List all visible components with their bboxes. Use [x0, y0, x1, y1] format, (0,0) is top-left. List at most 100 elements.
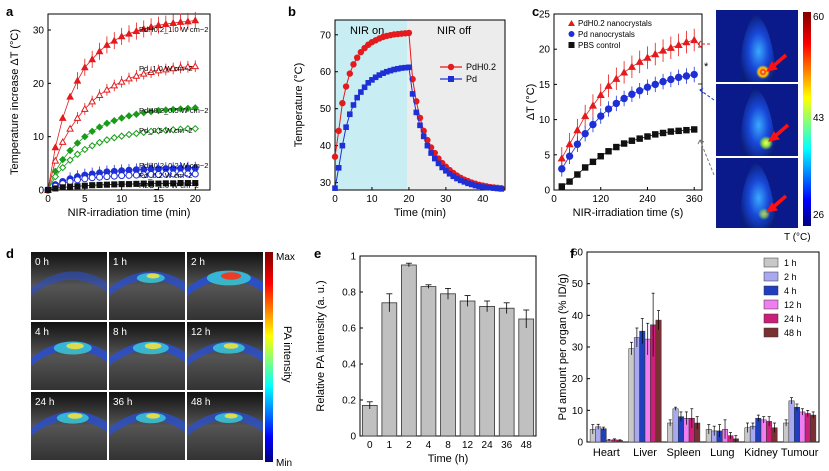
data-point-triangle [147, 68, 155, 76]
data-point-triangle [184, 17, 192, 25]
x-tick-label: 0 [367, 440, 373, 451]
data-point-square [155, 180, 162, 187]
x-tick-label: 360 [686, 194, 703, 205]
bar [639, 330, 646, 443]
data-point-diamond [169, 126, 177, 134]
data-point-triangle [95, 91, 104, 98]
pa-signal-hot [220, 272, 242, 280]
data-point-square [103, 181, 110, 188]
panel-f-chart: 0 10 20 30 40 50 60 Pd amount per organ (% ID/g… [557, 248, 820, 459]
data-point-square [350, 102, 357, 108]
data-point-square [343, 124, 349, 130]
data-point-triangle [88, 97, 97, 105]
data-point-square [380, 70, 386, 77]
data-point-triangle [88, 55, 97, 63]
x-axis-title: Time (min) [394, 207, 446, 219]
bar [760, 419, 767, 443]
c-significance-mark: * [704, 61, 709, 73]
a-label-pd-02: Pd_0.2 W cm−2 [139, 171, 193, 180]
x-tick-label: 8 [445, 440, 451, 451]
pa-signal-hot [67, 413, 83, 419]
data-point-circle [140, 171, 148, 179]
data-point-circle [604, 105, 613, 113]
data-point-square [125, 181, 133, 188]
data-point-square [192, 180, 199, 187]
bar [799, 411, 806, 443]
data-point-triangle [184, 62, 192, 70]
c-legend-pbs: PBS control [578, 41, 620, 50]
x-tick-label: 24 [482, 440, 494, 451]
data-point-square [406, 64, 412, 71]
legend-label: 4 h [784, 286, 797, 296]
x-category-label: Heart [593, 447, 620, 459]
c-legend-triangle-icon [568, 20, 575, 26]
data-point-triangle [66, 124, 74, 132]
data-point-triangle [51, 143, 60, 151]
data-point-circle [73, 176, 81, 184]
y-tick-label: 10 [33, 132, 45, 143]
data-point-square [96, 181, 103, 188]
data-point-triangle [66, 92, 74, 100]
data-point-circle [66, 177, 74, 185]
data-point-square [498, 186, 505, 192]
y-tick-label: 10 [539, 115, 551, 126]
data-point-triangle [191, 62, 200, 70]
data-point-triangle [58, 137, 67, 145]
data-point-square [118, 181, 125, 188]
data-point-diamond [140, 128, 148, 137]
data-point-circle [635, 87, 644, 95]
x-axis-title: NIR-irradiation time (min) [68, 207, 191, 219]
b-legend: PdH0.2 Pd [440, 62, 496, 84]
c-legend-square-icon [568, 42, 575, 48]
y-tick-label: 30 [572, 343, 584, 354]
data-point-circle [339, 99, 346, 107]
data-point-diamond [73, 150, 82, 158]
bar [672, 408, 679, 443]
data-point-circle [558, 165, 566, 173]
pa-timepoint-label: 12 h [191, 327, 210, 338]
data-point-circle [565, 152, 574, 160]
c-dashed-arrows [697, 40, 715, 176]
data-point-diamond [95, 138, 104, 147]
bar [381, 302, 398, 437]
legend-label: 48 h [784, 328, 802, 338]
plot-frame [47, 13, 211, 191]
y-tick-label: 0.8 [342, 288, 356, 299]
data-point-square [487, 184, 494, 191]
data-point-diamond [125, 130, 133, 139]
data-point-diamond [184, 104, 192, 113]
data-point-square [605, 148, 612, 155]
data-point-square [659, 129, 667, 137]
data-point-square [636, 135, 643, 142]
x-category-label: Spleen [667, 447, 701, 459]
data-point-triangle [117, 32, 126, 40]
bar [804, 413, 811, 443]
y-tick-label: 30 [33, 26, 45, 37]
data-point-square [435, 160, 442, 167]
data-point-square [628, 137, 636, 144]
bar [401, 264, 417, 437]
data-point-diamond [147, 107, 155, 116]
pa-signal-band [109, 271, 185, 296]
data-point-diamond [176, 105, 185, 113]
data-point-square [675, 127, 682, 135]
c-thermal-images: 60 43 26 T (°C) [697, 10, 825, 243]
data-point-circle [88, 174, 96, 182]
data-point-triangle [125, 29, 133, 37]
data-point-triangle [103, 40, 111, 48]
y-tick-label: 30 [320, 178, 332, 189]
data-point-square [111, 181, 118, 188]
data-point-square [424, 142, 431, 149]
data-point-square [339, 142, 346, 149]
c-significance-bracket: * [698, 46, 709, 85]
x-tick-label: 0 [551, 194, 557, 205]
data-point-square [413, 109, 420, 116]
pa-signal-hot [146, 413, 161, 419]
pa-timepoint-label: 0 h [35, 257, 49, 268]
x-axis-title: NIR-irradiation time (s) [573, 207, 684, 219]
data-point-square [597, 152, 604, 160]
data-point-square [52, 185, 59, 192]
d-colorbar-max: Max [276, 252, 295, 263]
data-point-square [443, 167, 449, 174]
y-tick-label: 0 [577, 438, 583, 449]
